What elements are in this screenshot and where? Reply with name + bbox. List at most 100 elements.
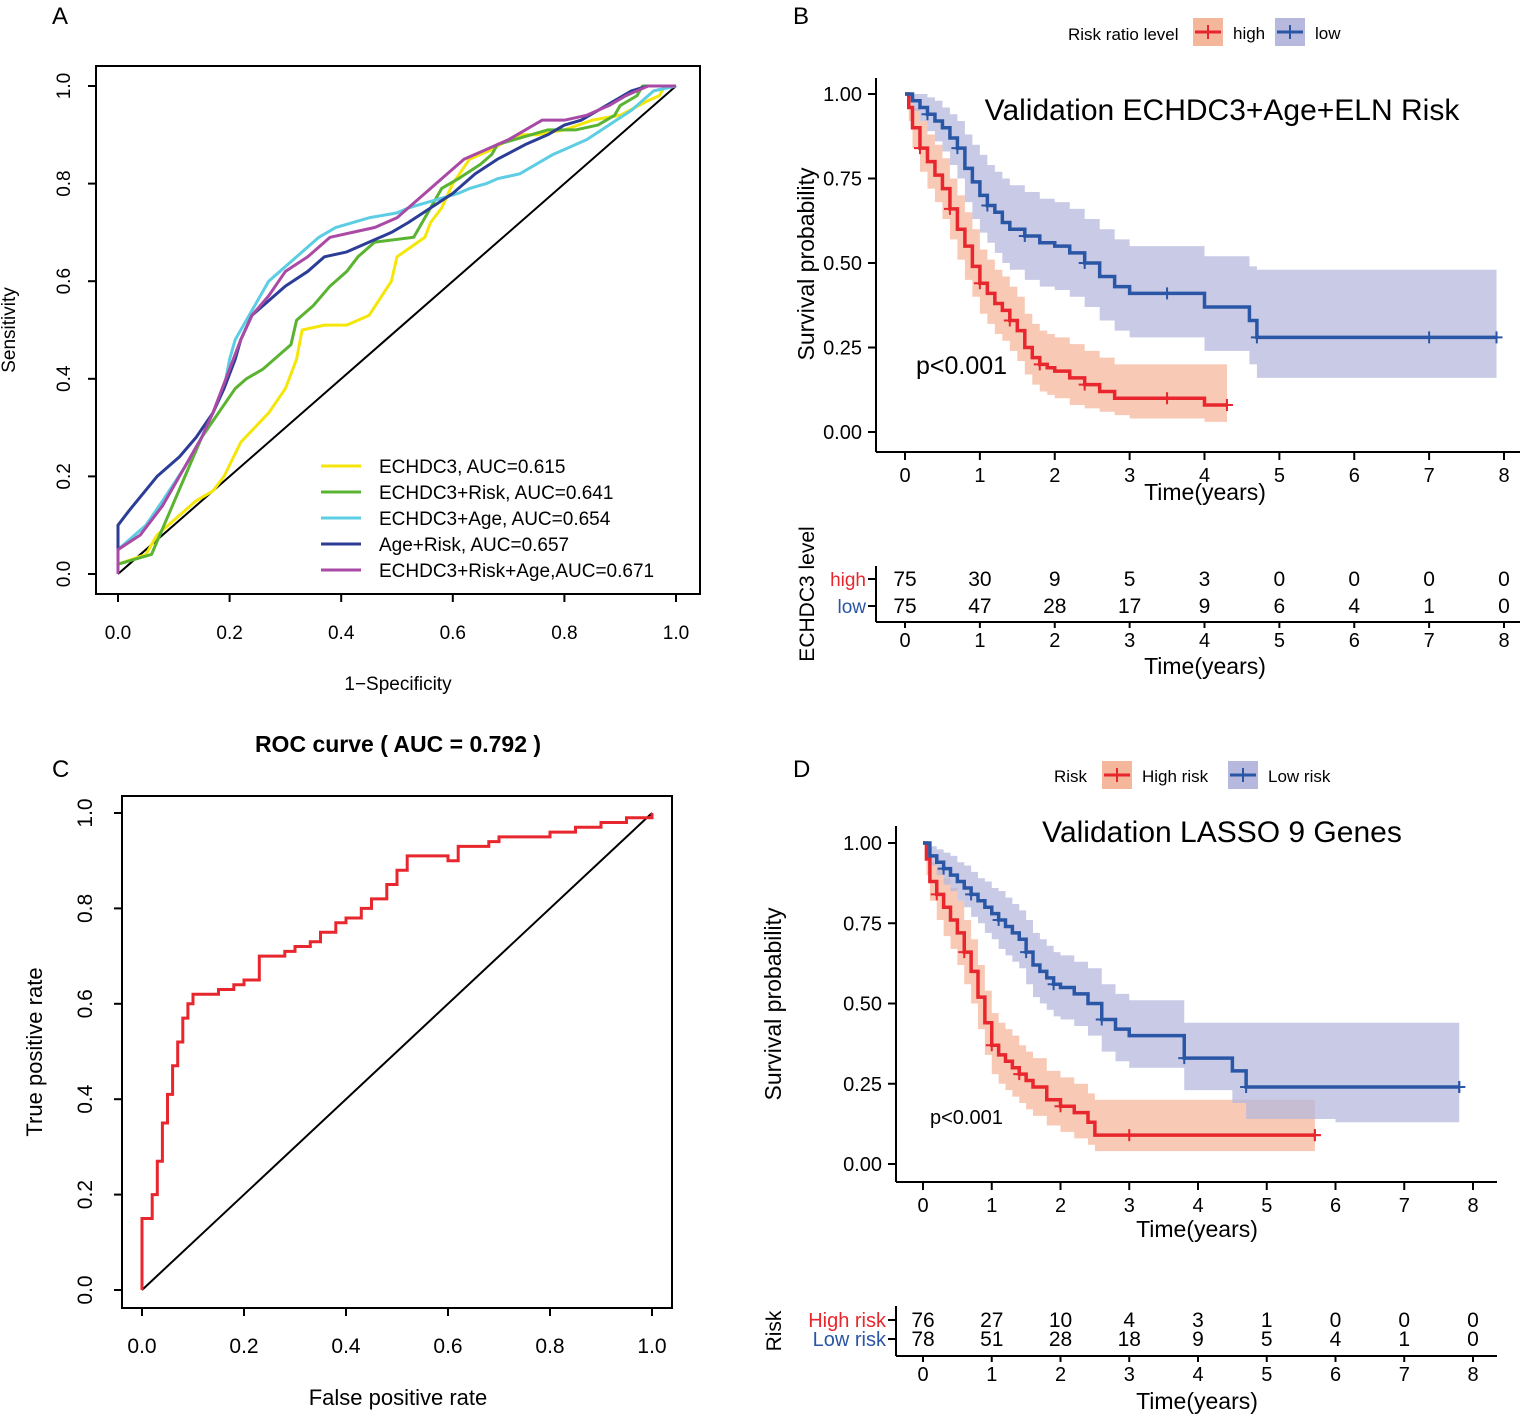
panel-a-series-line-4	[116, 84, 676, 574]
panel-b-censor-mark	[981, 199, 994, 212]
risk-table-count: 0	[1330, 1309, 1342, 1332]
risk-table-count: 1	[1398, 1328, 1410, 1351]
panel-d-censor-mark	[958, 946, 971, 959]
panel-b-censor-mark	[921, 108, 934, 121]
panel-b-ci-band-1	[905, 94, 1227, 422]
panel-b-ylabel: Survival probability	[793, 167, 819, 361]
risk-table-xtick-label: 3	[1124, 1364, 1135, 1386]
risk-table-xtick-label: 4	[1199, 630, 1210, 652]
panel-b-title: Validation ECHDC3+Age+ELN Risk	[985, 94, 1461, 127]
risk-table-count: 9	[1049, 568, 1061, 591]
panel-b-censor-mark	[1078, 257, 1091, 269]
panel-c-xtick-label: 0.0	[127, 1335, 156, 1358]
risk-table-count: 0	[1274, 568, 1286, 591]
panel-a-ytick-label: 0.0	[54, 561, 75, 587]
panel-xtick-label: 3	[1124, 1195, 1135, 1217]
panel-xtick-label: 1	[974, 465, 985, 487]
panel-c-xtick-label: 0.8	[535, 1335, 564, 1358]
risk-table-count: 1	[1423, 595, 1435, 618]
risk-table-count: 27	[980, 1309, 1003, 1332]
panel-xtick-label: 2	[1049, 465, 1060, 487]
risk-table-count: 28	[1049, 1328, 1072, 1351]
panel-a-xlabel: 1−Specificity	[344, 674, 452, 695]
panel-xtick-label: 0	[917, 1195, 928, 1217]
risk-table-count: 4	[1330, 1328, 1342, 1351]
panel-d-censor-mark	[1054, 1100, 1067, 1113]
panel-xtick-label: 7	[1424, 465, 1435, 487]
risk-table-count: 75	[893, 568, 916, 591]
panel-xtick-label: 3	[1124, 465, 1135, 487]
panel-b-km: Risk ratio level high low 0 1 2 3 4 5 6 7 8 0.00 0…	[793, 18, 1520, 679]
risk-table-count: 76	[911, 1309, 934, 1332]
risk-table-count: 5	[1261, 1328, 1273, 1351]
panel-xtick-label: 8	[1467, 1195, 1478, 1217]
risk-table-xtick-label: 5	[1274, 630, 1285, 652]
risk-table-count: 0	[1423, 568, 1435, 591]
risk-table-xtick-label: 5	[1261, 1364, 1272, 1386]
panel-b-censor-mark	[1250, 331, 1263, 344]
risk-table-xtick-label: 8	[1498, 630, 1509, 652]
panel-xtick-label: 6	[1349, 465, 1360, 487]
risk-table-row-label-1: high	[830, 570, 866, 591]
risk-table-count: 28	[1043, 595, 1066, 618]
panel-a-ylabel: Sensitivity	[0, 287, 20, 373]
panel-d-censor-mark	[1453, 1080, 1466, 1093]
panel-d-censor-mark	[1308, 1129, 1321, 1142]
risk-table-row-label-1: High risk	[808, 1310, 887, 1332]
risk-table-xtick-label: 6	[1349, 630, 1360, 652]
panel-d-censor-mark	[1095, 1013, 1108, 1026]
panel-a-xtick-label: 0.8	[551, 623, 577, 644]
risk-table-xtick-label: 8	[1467, 1364, 1478, 1386]
panel-b-xlabel: Time(years)	[1144, 479, 1266, 505]
panel-a-ytick-label: 1.0	[54, 73, 75, 99]
panel-c-reference-diagonal	[141, 812, 653, 1291]
panel-a-xtick-label: 0.6	[440, 623, 466, 644]
panel-d-ylabel: Survival probability	[760, 907, 786, 1101]
panel-a-legend: ECHDC3, AUC=0.615 ECHDC3+Risk, AUC=0.641 E…	[321, 457, 654, 582]
panel-xtick-label: 7	[1399, 1195, 1410, 1217]
panel-c-ytick-label: 0.0	[74, 1275, 97, 1304]
panel-a-ytick-label: 0.4	[54, 365, 75, 392]
panel-a-legend-label-2: ECHDC3+Risk, AUC=0.641	[379, 483, 613, 504]
panel-label-a: A	[52, 3, 68, 30]
panel-a-series-line-2	[116, 84, 676, 574]
panel-a-legend-label-4: Age+Risk, AUC=0.657	[379, 535, 569, 556]
risk-table-count: 30	[968, 568, 991, 591]
panel-xtick-label: 2	[1055, 1195, 1066, 1217]
panel-a-xtick-label: 0.4	[328, 623, 355, 644]
panel-ytick-label: 1.00	[823, 84, 862, 106]
panel-b-censor-mark	[1490, 331, 1503, 344]
panel-c-ylabel: True positive rate	[22, 967, 47, 1136]
risk-table-count: 75	[893, 595, 916, 618]
risk-table-count: 0	[1467, 1328, 1479, 1351]
risk-table-count: 0	[1467, 1309, 1479, 1332]
panel-b-censor-mark	[1161, 287, 1174, 300]
panel-b-censor-mark	[943, 202, 956, 215]
panel-ytick-label: 0.75	[823, 169, 862, 191]
panel-a-xtick-label: 1.0	[663, 623, 689, 644]
panel-xtick-label: 8	[1498, 465, 1509, 487]
panel-d-xlabel: Time(years)	[1136, 1216, 1258, 1242]
risk-table-xtick-label: 7	[1399, 1364, 1410, 1386]
panel-c-ytick-label: 0.2	[74, 1180, 97, 1209]
panel-c-xtick-label: 0.4	[331, 1335, 361, 1358]
risk-table-count: 3	[1199, 568, 1211, 591]
risk-table-count: 18	[1118, 1328, 1141, 1351]
legend-label-2: Low risk	[1268, 767, 1331, 786]
panel-b-censor-mark	[1423, 331, 1436, 344]
panel-c-title: ROC curve ( AUC = 0.792 )	[255, 731, 541, 757]
panel-a-xtick-label: 0.2	[216, 623, 242, 644]
panel-ytick-label: 1.00	[843, 833, 882, 855]
panel-b-censor-mark	[1078, 378, 1091, 391]
risk-table-xtick-label: 1	[986, 1364, 997, 1386]
panel-b-censor-mark	[1161, 392, 1174, 405]
panel-d-censor-mark	[985, 1039, 998, 1052]
risk-table-row-label-2: Low risk	[813, 1329, 887, 1351]
risk-table-xtick-label: 7	[1424, 630, 1435, 652]
panel-c-ytick-label: 0.8	[74, 894, 97, 923]
risk-table-count: 0	[1348, 568, 1360, 591]
panel-xtick-label: 0	[899, 465, 910, 487]
panel-d-censor-mark	[1047, 978, 1060, 991]
risk-table-count: 0	[1398, 1309, 1410, 1332]
